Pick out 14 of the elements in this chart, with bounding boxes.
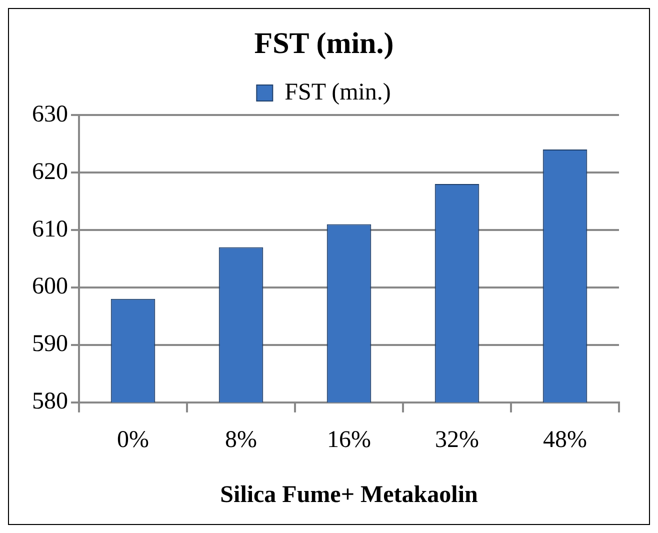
- x-tick-label: 8%: [225, 427, 257, 454]
- x-tick-label: 16%: [327, 427, 371, 454]
- x-tick-label: 0%: [117, 427, 149, 454]
- y-tick-label: 600: [32, 274, 68, 300]
- y-tick-label: 580: [32, 388, 68, 415]
- x-axis-title: Silica Fume+ Metakaolin: [220, 482, 478, 508]
- x-tick-label: 32%: [435, 427, 479, 454]
- y-tick-label: 630: [32, 101, 68, 128]
- y-tick-label: 610: [32, 216, 68, 242]
- y-tick-label: 590: [32, 331, 68, 358]
- x-tick-label: 48%: [543, 427, 587, 454]
- y-tick-label: 620: [32, 158, 68, 185]
- chart-title: FST (min.): [254, 26, 394, 60]
- legend-label: FST (min.): [284, 79, 391, 106]
